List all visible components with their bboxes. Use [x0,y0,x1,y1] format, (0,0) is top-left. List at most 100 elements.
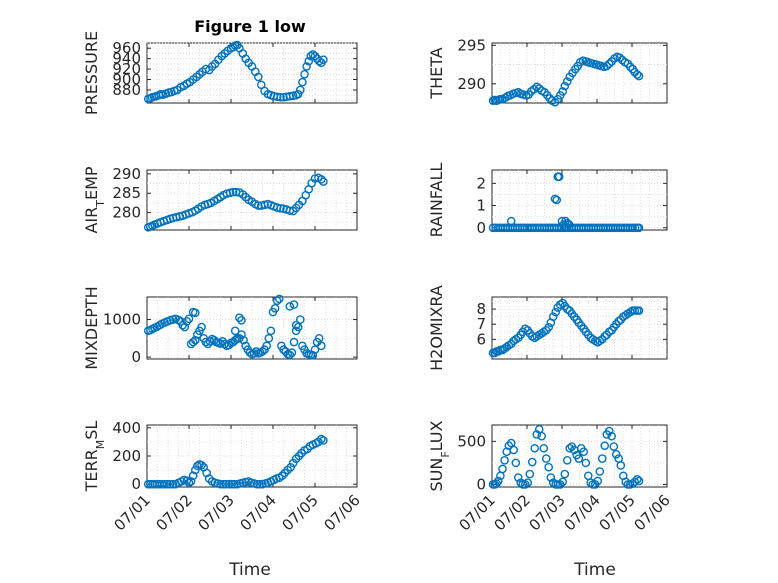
data-point [276,92,285,102]
data-point [319,177,328,186]
data-point [634,476,644,486]
y-tick-label: 295 [457,36,486,54]
data-point [513,473,523,482]
data-point [209,335,219,345]
data-point [560,469,570,479]
y-tick-label: 8 [476,300,486,318]
data-point [551,307,561,317]
data-point [493,476,503,486]
data-point [614,316,624,326]
y-tick-label: 920 [112,60,141,78]
y-axis-label-part: AIR [82,207,101,234]
data-point [316,341,326,351]
y-tick-label: 7 [476,315,486,333]
y-axis-label-part: THETA [427,47,446,99]
y-tick-label: 290 [112,165,141,183]
data-point [289,300,299,309]
data-point [310,174,320,183]
y-tick-label: 880 [112,81,141,99]
data-point [168,479,178,489]
data-point [504,441,514,450]
y-tick-label: 940 [112,50,141,68]
subplot-2: 290 295 THETA [427,36,668,107]
data-point [600,441,610,450]
data-point [251,347,261,356]
data-point [295,85,305,95]
data-point [316,174,326,184]
data-point [604,426,614,436]
data-point [188,471,198,481]
y-axis-label-part: MIXDEPTH [82,286,101,369]
x-tick-label: 07/01 [111,491,154,534]
data-point [316,434,326,444]
data-point [286,462,295,472]
data-point [304,56,314,66]
y-axis-label: H2OMIXRA [427,285,446,371]
data-point [546,473,556,482]
y-tick-label: 0 [131,348,141,366]
data-point [553,480,563,489]
data-point [527,457,537,467]
data-point [285,350,295,360]
data-point [314,334,324,343]
data-point [562,456,572,465]
data-point [310,345,320,354]
data-point [558,477,568,487]
data-point [532,430,542,439]
data-point [272,296,282,306]
data-point [219,479,228,489]
y-axis-label-part: RAINFALL [427,163,446,238]
data-point [607,431,617,441]
data-point [276,204,285,213]
data-point [230,335,240,345]
data-point [184,314,194,324]
data-point [190,308,200,318]
data-point [530,443,540,453]
y-tick-label: 290 [457,75,486,93]
data-point [615,53,625,62]
y-tick-label: 960 [112,39,141,57]
data-point [285,91,295,101]
data-point [609,442,619,451]
data-point [245,348,255,357]
data-point [581,458,591,468]
data-point [160,479,169,489]
x-tick-label: 07/06 [631,491,674,534]
data-point [548,312,558,321]
data-point [602,61,612,71]
data-point [506,216,516,226]
data-point [255,479,264,489]
data-point [550,194,560,204]
y-axis-label: PRESSURE [82,31,101,115]
data-point [595,467,605,476]
data-point [634,223,644,233]
x-tick-label: 07/01 [456,491,499,534]
data-point [495,94,505,104]
data-point [593,476,603,486]
y-axis-label-part: LUX [427,420,446,451]
data-point [165,479,175,489]
y-axis-label-subscript: M [94,440,107,450]
data-point [285,302,295,311]
y-tick-label: 280 [112,204,141,222]
data-point [188,337,198,347]
data-point [264,334,274,343]
y-axis-label-part: TERR [82,449,101,492]
y-tick-label: 0 [476,219,486,237]
y-axis-label: AIRTEMP [82,166,107,233]
x-tick-label: 07/05 [596,491,639,534]
data-point [184,478,194,488]
data-point [162,479,172,489]
y-axis-label-part: EMP [82,166,101,200]
y-tick-label: 0 [476,475,486,493]
data-point [249,349,259,358]
y-axis-label: RAINFALL [427,163,446,238]
data-point [221,479,231,489]
data-point [634,71,644,81]
data-point [186,477,196,486]
data-point [289,337,299,347]
data-point [182,476,192,485]
